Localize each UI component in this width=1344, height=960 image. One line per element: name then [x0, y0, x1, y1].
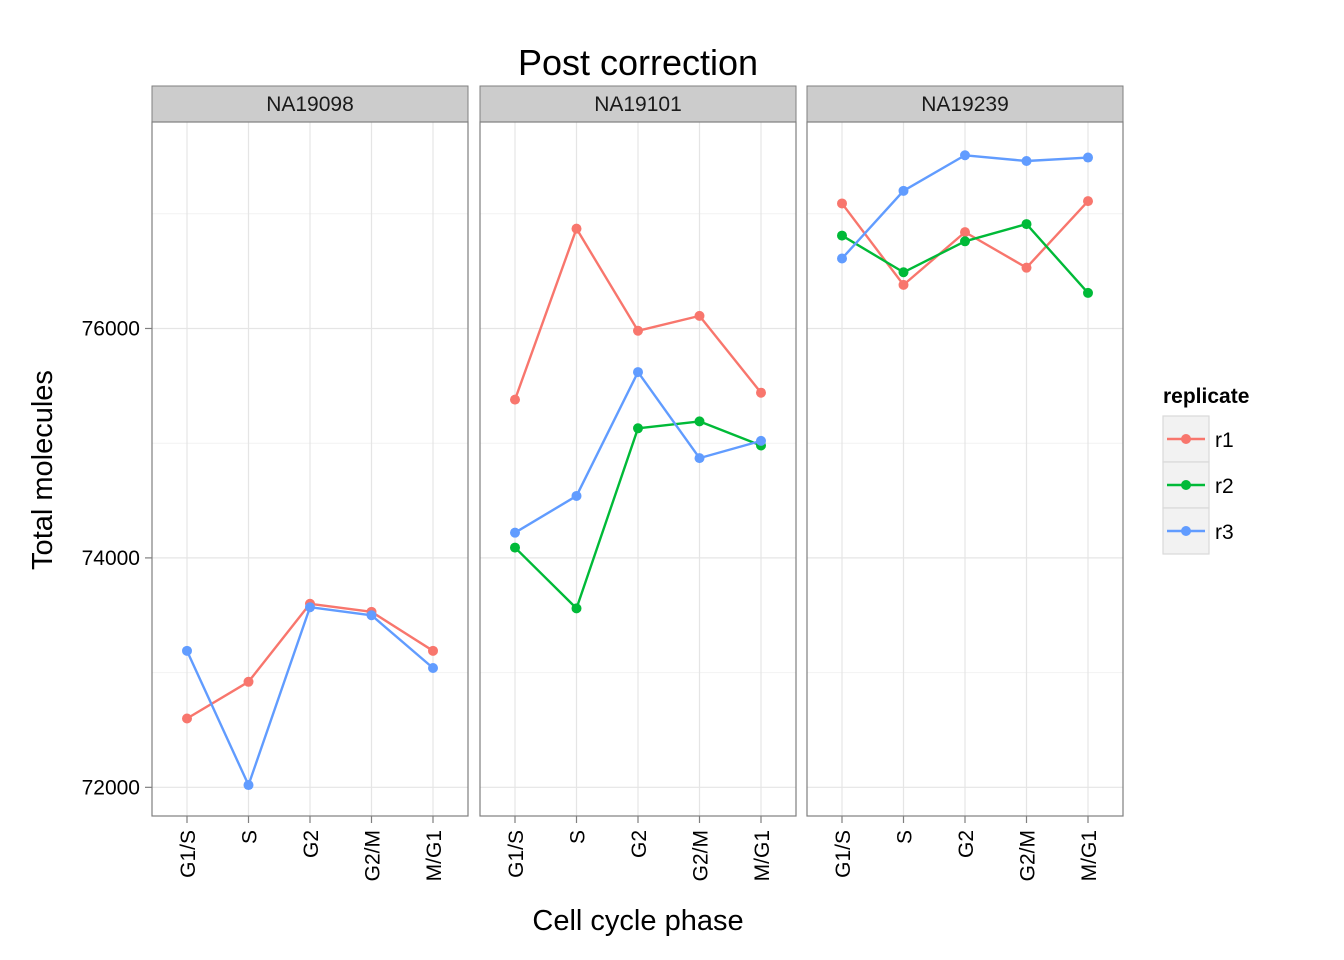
data-point-r3 — [1021, 156, 1032, 167]
data-point-r1 — [898, 279, 909, 290]
data-point-r3 — [182, 645, 192, 656]
data-point-r3 — [571, 490, 582, 501]
data-point-r2 — [633, 423, 643, 434]
legend-title: replicate — [1163, 385, 1249, 408]
x-tick-label: M/G1 — [751, 830, 774, 881]
x-tick-label: G1/S — [505, 830, 528, 878]
data-point-r3 — [1083, 152, 1093, 163]
data-point-r1 — [960, 227, 970, 238]
data-point-r2 — [510, 542, 520, 553]
data-point-r3 — [428, 663, 438, 674]
data-point-r3 — [960, 150, 970, 161]
facet-strip-label: NA19239 — [921, 93, 1009, 116]
data-point-r2 — [960, 236, 970, 247]
legend-key-point — [1181, 526, 1191, 536]
legend: replicate r1 r2 r3 — [1162, 385, 1249, 555]
data-point-r3 — [633, 367, 643, 378]
legend-label: r2 — [1215, 475, 1234, 498]
data-point-r3 — [510, 527, 520, 538]
y-tick-label: 74000 — [82, 547, 140, 570]
facet-strip — [806, 85, 1124, 123]
legend-key-point — [1181, 434, 1191, 444]
y-tick-label: 72000 — [82, 776, 140, 799]
facet-strip — [151, 85, 469, 123]
data-point-r3 — [694, 453, 705, 464]
x-tick-label: S — [567, 830, 590, 844]
data-point-r1 — [571, 223, 582, 234]
legend-label: r3 — [1215, 521, 1234, 544]
x-tick-label: G2/M — [362, 830, 385, 881]
y-axis-title: Total molecules — [27, 370, 59, 570]
x-tick-label: M/G1 — [423, 830, 446, 881]
data-point-r3 — [756, 435, 766, 446]
legend-key-point — [1181, 480, 1191, 490]
x-tick-label: S — [239, 830, 262, 844]
y-axis: 72000 74000 76000 — [82, 317, 152, 799]
data-point-r2 — [837, 230, 847, 241]
data-point-r2 — [898, 267, 909, 278]
x-tick-label: M/G1 — [1078, 830, 1101, 881]
data-point-r3 — [243, 780, 254, 791]
x-tick-label: G2 — [955, 830, 978, 858]
x-axis-title: Cell cycle phase — [532, 905, 743, 937]
x-tick-label: S — [894, 830, 917, 844]
x-tick-label: G2 — [628, 830, 651, 858]
facet-panel-na19098: NA19098 G1/S S G2 G2/M M/G1 — [151, 85, 469, 881]
data-point-r1 — [633, 325, 643, 336]
data-point-r1 — [428, 645, 438, 656]
x-tick-label: G1/S — [177, 830, 200, 878]
facet-strip-label: NA19098 — [266, 93, 354, 116]
data-point-r2 — [694, 416, 705, 427]
data-point-r2 — [1021, 219, 1032, 230]
y-tick-label: 76000 — [82, 317, 140, 340]
x-tick-label: G2/M — [690, 830, 713, 881]
data-point-r2 — [571, 603, 582, 614]
x-tick-label: G2 — [300, 830, 323, 858]
data-point-r2 — [1083, 287, 1093, 298]
data-point-r1 — [837, 198, 847, 209]
data-point-r1 — [694, 310, 705, 321]
facet-strip-label: NA19101 — [594, 93, 682, 116]
chart-title: Post correction — [518, 42, 758, 83]
data-point-r1 — [756, 387, 766, 398]
facet-panels: NA19098 G1/S S G2 G2/M M/G1 NA19101 G1/S S G2 G2/M… — [82, 85, 1124, 881]
data-point-r1 — [1021, 262, 1032, 273]
legend-label: r1 — [1215, 429, 1234, 452]
x-tick-label: G1/S — [832, 830, 855, 878]
data-point-r1 — [243, 676, 254, 687]
facet-strip — [479, 85, 797, 123]
data-point-r1 — [182, 713, 192, 724]
legend-entry-r1: r1 — [1162, 415, 1234, 463]
facet-panel-na19101: NA19101 G1/S S G2 G2/M M/G1 — [479, 85, 797, 881]
data-point-r3 — [837, 253, 847, 264]
data-point-r1 — [510, 394, 520, 405]
data-point-r3 — [366, 610, 377, 621]
data-point-r3 — [898, 185, 909, 196]
x-tick-label: G2/M — [1017, 830, 1040, 881]
legend-entry-r3: r3 — [1162, 507, 1234, 555]
data-point-r1 — [1083, 196, 1093, 207]
facet-panel-na19239: NA19239 G1/S S G2 G2/M M/G1 — [806, 85, 1124, 881]
legend-entry-r2: r2 — [1162, 461, 1234, 509]
data-point-r3 — [305, 602, 315, 613]
